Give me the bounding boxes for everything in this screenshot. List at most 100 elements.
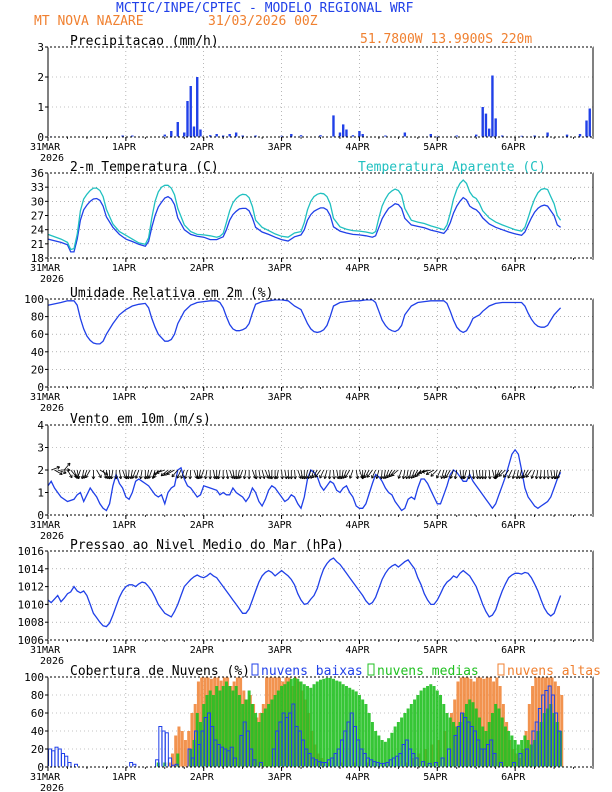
precip-bar [455, 135, 458, 137]
y-tick-label: 1006 [18, 634, 45, 647]
wind-vector-head [171, 473, 175, 478]
y-tick-label: 1 [37, 487, 44, 500]
wind-vector-head [139, 475, 143, 480]
wind-vector [226, 469, 229, 479]
wind-vector [213, 469, 216, 479]
cloud-bar-nuvens-medias [387, 738, 391, 767]
wind-vector [550, 469, 553, 479]
wind-vector-head [366, 474, 371, 478]
precip-bar [351, 135, 355, 137]
y-tick-label: 3 [37, 41, 44, 54]
x-tick-label: 6APR [501, 263, 526, 274]
wind-vector [414, 469, 422, 478]
wind-vector [118, 469, 122, 479]
wind-vector-head [355, 475, 360, 480]
y-tick-label: 1008 [18, 616, 45, 629]
wind-vector-head [327, 476, 332, 480]
cloud-bar-nuvens-medias [435, 690, 439, 767]
cloud-bar-nuvens-medias [503, 726, 507, 767]
wind-vector [516, 469, 519, 479]
wind-vector [443, 469, 448, 479]
wind-vector [402, 469, 406, 479]
cloud-bar-nuvens-medias [513, 740, 517, 767]
x-tick-label: 3APR [268, 263, 293, 274]
cloud-bar-nuvens-medias [396, 722, 400, 767]
precip-bar [176, 122, 179, 137]
wind-vector [484, 469, 487, 480]
precip-bar [183, 132, 186, 137]
wind-vector-head [525, 474, 530, 478]
y-tick-label: 0 [37, 381, 44, 394]
precip-bar [163, 134, 166, 137]
cloud-bar-nuvens-medias [393, 726, 397, 767]
wind-vector-head [59, 471, 63, 475]
wind-vector [148, 469, 153, 479]
wind-vector [488, 469, 491, 480]
wind-vector-head [160, 472, 165, 477]
wind-vector [380, 469, 383, 480]
cloud-bar-nuvens-altas [170, 753, 174, 767]
precip-bar [221, 135, 225, 137]
wind-vector [76, 469, 81, 479]
cloud-bar-nuvens-medias [432, 686, 436, 767]
cloud-bar-nuvens-medias [260, 713, 264, 767]
x-tick-label: 5APR [423, 142, 448, 153]
x-tick-label: 3APR [268, 520, 293, 531]
wind-vector-head [225, 475, 230, 480]
wind-vector-head [98, 474, 102, 479]
wind-vector-head [199, 475, 204, 479]
cloud-bar-nuvens-baixas [51, 750, 56, 768]
precip-bar [481, 107, 484, 137]
x-year-label: 2026 [40, 403, 64, 414]
precip-bar [170, 131, 173, 137]
cloud-bar-nuvens-altas [527, 704, 531, 767]
wind-vector-head [364, 474, 368, 479]
wind-vector-head [542, 476, 547, 480]
cloud-bar-nuvens-altas [531, 686, 535, 767]
panel-4: 0 1 2 3 4 31MAR 1APR 2APR 3APR 4APR 5APR 6APR 2026 Ve… [30, 412, 594, 542]
precip-bar [588, 108, 591, 137]
y-tick-label: 1 [37, 101, 44, 114]
cloud-bar-nuvens-medias [448, 717, 452, 767]
x-tick-label: 5APR [423, 772, 448, 783]
wind-vector-head [440, 475, 444, 479]
x-tick-label: 6APR [501, 772, 526, 783]
wind-vector-head [280, 476, 285, 480]
y-tick-label: 33 [31, 181, 44, 194]
cloud-bar-nuvens-medias [481, 726, 485, 767]
panel-title: Precipitacao (mm/h) [70, 34, 219, 49]
wind-vector-head [375, 475, 379, 479]
precip-bar [299, 135, 303, 137]
panel-frame [47, 46, 594, 138]
cloud-bar-nuvens-medias [296, 678, 300, 767]
cloud-bar-nuvens-baixas [164, 732, 169, 768]
wind-vector-head [487, 476, 492, 480]
wind-vector-head [371, 475, 375, 479]
header-location: MT NOVA NAZARE [34, 14, 144, 29]
wind-vector-head [176, 475, 180, 479]
precip-bar [332, 115, 335, 137]
wind-vector [125, 469, 128, 480]
wind-vector-head [344, 474, 348, 479]
wind-vector [305, 469, 308, 479]
wind-vector [102, 469, 107, 479]
cloud-bar-nuvens-baixas [64, 755, 69, 768]
wind-vector [105, 469, 109, 479]
x-tick-label: 1APR [112, 520, 137, 531]
wind-vector-head [188, 476, 193, 480]
legend-swatch [497, 663, 505, 676]
wind-vector [156, 469, 165, 474]
cloud-bar-nuvens-medias [377, 735, 381, 767]
precip-bar [494, 118, 497, 137]
y-tick-label: 60 [31, 328, 44, 341]
legend-label: nuvens medias [377, 664, 479, 679]
cloud-bar-nuvens-medias [494, 704, 498, 767]
wind-vector-head [418, 470, 423, 475]
wind-vector [96, 469, 102, 478]
wind-vector [324, 469, 328, 479]
wind-vector [268, 469, 271, 479]
precip-bar [384, 135, 387, 137]
wind-vector [411, 469, 415, 479]
